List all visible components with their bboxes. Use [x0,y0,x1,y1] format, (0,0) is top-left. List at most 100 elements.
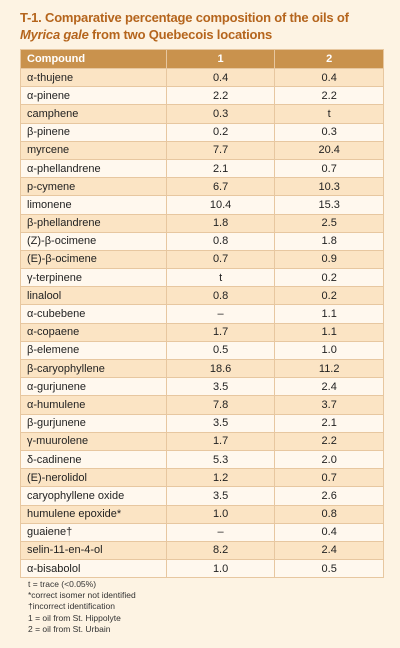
location-1-value-cell: 2.2 [165,86,276,106]
table-row: selin-11-en-4-ol 8.2 2.4 [20,540,384,561]
location-1-value-cell: 5.3 [165,449,276,470]
table-row: γ-terpinene t 0.2 [20,268,384,288]
table-row: α-thujene 0.4 0.4 [20,67,384,88]
location-2-value-cell: 10.3 [274,177,384,197]
compound-name-cell: β-pinene [20,122,167,142]
location-2-value-cell: 1.1 [274,304,384,324]
location-2-value-cell: 15.3 [274,195,384,215]
location-2-value-cell: 1.1 [274,322,384,342]
table-row: γ-muurolene 1.7 2.2 [20,431,384,451]
table-row: caryophyllene oxide 3.5 2.6 [20,486,384,506]
table-row: myrcene 7.7 20.4 [20,140,384,160]
location-2-value-cell: 2.5 [274,213,384,233]
footnote-line: †incorrect identification [28,601,115,612]
location-2-value-cell: 0.2 [274,268,384,288]
compound-name-cell: α-bisabolol [20,559,167,579]
table-row: camphene 0.3 t [20,104,384,124]
footnote-line: 2 = oil from St. Urbain [28,623,111,634]
location-2-value-cell: 1.0 [274,340,384,361]
compound-name-cell: β-gurjunene [20,413,167,433]
location-1-value-cell: 0.7 [165,249,276,270]
footnote-line: t = trace (<0.05%) [28,579,97,589]
location-1-value-cell: 1.7 [165,431,276,451]
table-row: α-copaene 1.7 1.1 [20,322,384,342]
location-1-value-cell: 0.2 [165,122,276,142]
title-species-name: Myrica gale [20,27,89,42]
table-row: p-cymene 6.7 10.3 [20,177,384,197]
location-1-value-cell: 0.3 [165,104,276,124]
location-1-value-cell: 7.7 [165,140,276,160]
table-row: humulene epoxide* 1.0 0.8 [20,504,384,524]
compound-name-cell: myrcene [20,140,167,160]
compound-name-cell: γ-muurolene [20,431,167,451]
title-text-part2: from two Quebecois locations [88,27,273,42]
table-row: α-phellandrene 2.1 0.7 [20,158,384,179]
compound-name-cell: camphene [20,104,167,124]
table-row: α-gurjunene 3.5 2.4 [20,377,384,397]
header-location-1: 1 [165,49,276,69]
location-1-value-cell: 0.8 [165,231,276,251]
location-1-value-cell: 3.5 [165,377,276,397]
location-2-value-cell: 0.7 [274,468,384,488]
location-2-value-cell: 1.8 [274,231,384,251]
footnote-line: 1 = oil from St. Hippolyte [28,612,121,623]
location-1-value-cell: 0.8 [165,286,276,306]
location-1-value-cell: 0.5 [165,340,276,361]
location-2-value-cell: 20.4 [274,140,384,160]
compound-name-cell: α-pinene [20,86,167,106]
table-row: guaiene† –0.4 [20,522,384,542]
table-row: (Z)-β-ocimene 0.8 1.8 [20,231,384,251]
compound-name-cell: α-gurjunene [20,377,167,397]
location-2-value-cell: 2.0 [274,449,384,470]
composition-table: Compound 1 2 α-thujene 0.4 0.4 α-pinene 2.2 2… [20,49,384,579]
compound-name-cell: (E)-nerolidol [20,468,167,488]
compound-name-cell: γ-terpinene [20,268,167,288]
compound-name-cell: p-cymene [20,177,167,197]
location-1-value-cell: 10.4 [165,195,276,215]
table-row: (E)-nerolidol 1.2 0.7 [20,468,384,488]
compound-name-cell: (Z)-β-ocimene [20,231,167,251]
header-compound: Compound [20,49,167,69]
table-row: linalool 0.8 0.2 [20,286,384,306]
location-1-value-cell: 1.0 [165,504,276,524]
compound-name-cell: humulene epoxide* [20,504,167,524]
location-2-value-cell: 2.2 [274,86,384,106]
table-row: β-gurjunene 3.5 2.1 [20,413,384,433]
location-2-value-cell: 11.2 [274,358,384,379]
location-2-value-cell: 0.9 [274,249,384,270]
compound-name-cell: (E)-β-ocimene [20,249,167,270]
location-2-value-cell: t [274,104,384,124]
compound-name-cell: guaiene† [20,522,167,542]
location-2-value-cell: 2.6 [274,486,384,506]
location-1-value-cell: 1.2 [165,468,276,488]
compound-name-cell: α-cubebene [20,304,167,324]
footnote-line: *correct isomer not identified [28,590,136,601]
table-row: β-phellandrene 1.8 2.5 [20,213,384,233]
location-1-value-cell: 18.6 [165,358,276,379]
table-footnotes: t = trace (<0.05%) *correct isomer not id… [28,579,136,635]
location-2-value-cell: 0.5 [274,559,384,579]
compound-name-cell: β-phellandrene [20,213,167,233]
location-1-value-cell: 6.7 [165,177,276,197]
location-1-value-cell: – [165,522,276,542]
table-row: β-elemene 0.5 1.0 [20,340,384,361]
compound-name-cell: α-thujene [20,67,167,88]
table-row: α-humulene 7.8 3.7 [20,395,384,415]
location-1-value-cell: 0.4 [165,67,276,88]
table-row: α-pinene 2.2 2.2 [20,86,384,106]
header-location-2: 2 [274,49,384,69]
compound-name-cell: α-copaene [20,322,167,342]
table-row: δ-cadinene 5.3 2.0 [20,449,384,470]
compound-name-cell: linalool [20,286,167,306]
location-2-value-cell: 0.7 [274,158,384,179]
compound-name-cell: caryophyllene oxide [20,486,167,506]
table-header-row: Compound 1 2 [20,49,384,69]
compound-name-cell: α-phellandrene [20,158,167,179]
location-1-value-cell: 2.1 [165,158,276,179]
location-2-value-cell: 2.1 [274,413,384,433]
compound-name-cell: α-humulene [20,395,167,415]
location-1-value-cell: 1.8 [165,213,276,233]
location-2-value-cell: 0.3 [274,122,384,142]
location-1-value-cell: 3.5 [165,413,276,433]
